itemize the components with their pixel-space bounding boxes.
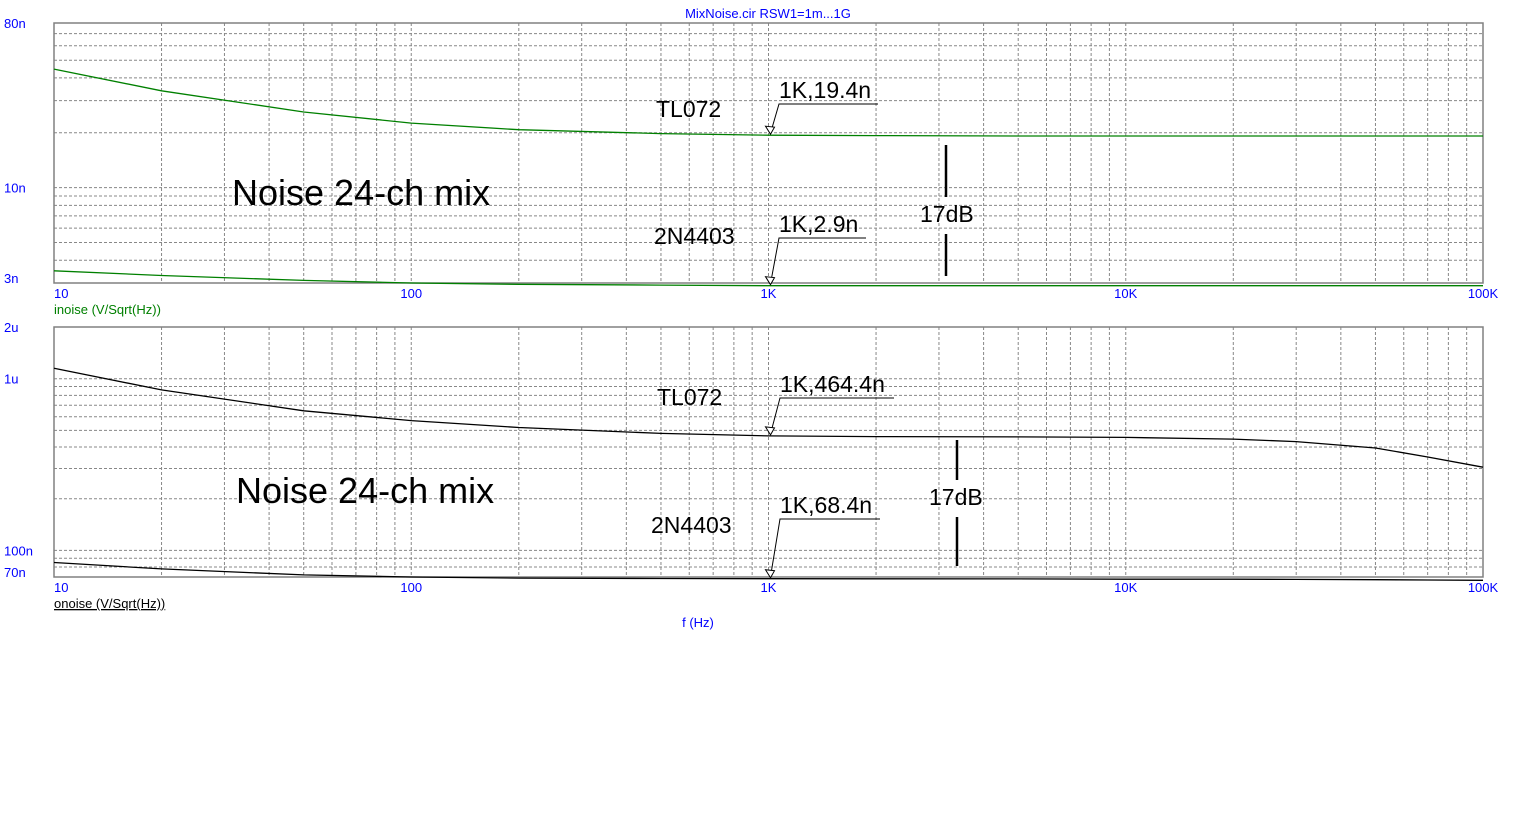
marker-leader-line [770,103,878,134]
plot-frame [53,22,1484,284]
marker-arrow-icon [764,569,776,579]
difference-label: 17dB [929,484,983,510]
trace-2n4403 [53,561,1484,581]
label-tl072: TL072 [657,384,722,410]
y-tick-label: 10n [4,181,26,196]
marker-label: 1K,464.4n [780,371,885,397]
difference-label: 17dB [920,201,974,227]
x-tick-label: 1K [761,286,777,301]
y-axis-label: onoise (V/Sqrt(Hz)) [54,596,165,611]
y-tick-label: 1u [4,372,18,387]
y-tick-label: 70n [4,565,26,580]
label-2n4403: 2N4403 [654,223,735,249]
x-tick-label: 1K [761,580,777,595]
y-tick-label: 100n [4,543,33,558]
x-tick-label: 10K [1114,580,1137,595]
marker-arrow-icon [764,426,776,436]
trace-tl072 [53,367,1484,468]
marker-leader-line [770,237,866,284]
y-tick-label: 2u [4,320,18,335]
plot-annotation-title: Noise 24-ch mix [232,172,490,213]
x-tick-label: 10 [54,580,68,595]
x-axis-label: f (Hz) [682,615,714,630]
label-2n4403: 2N4403 [651,512,732,538]
marker-label: 1K,68.4n [780,492,872,518]
plot-frame [53,326,1484,578]
marker-leader-line [770,518,880,577]
marker-arrow-icon [764,125,776,136]
x-tick-label: 100K [1468,286,1499,301]
x-tick-label: 100 [400,286,422,301]
trace-2n4403 [53,270,1483,287]
y-axis-label: inoise (V/Sqrt(Hz)) [54,302,161,317]
marker-arrow-icon [764,276,776,286]
marker-label: 1K,2.9n [779,211,858,237]
plot-annotation-title: Noise 24-ch mix [236,470,494,511]
trace-tl072 [53,68,1483,137]
label-tl072: TL072 [656,96,721,122]
x-tick-label: 10K [1114,286,1137,301]
y-tick-label: 80n [4,16,26,31]
chart-title: MixNoise.cir RSW1=1m...1G [685,6,851,21]
x-tick-label: 100 [400,580,422,595]
x-tick-label: 10 [54,286,68,301]
y-tick-label: 3n [4,271,18,286]
x-tick-label: 100K [1468,580,1499,595]
marker-label: 1K,19.4n [779,77,871,103]
marker-leader-line [770,397,894,435]
